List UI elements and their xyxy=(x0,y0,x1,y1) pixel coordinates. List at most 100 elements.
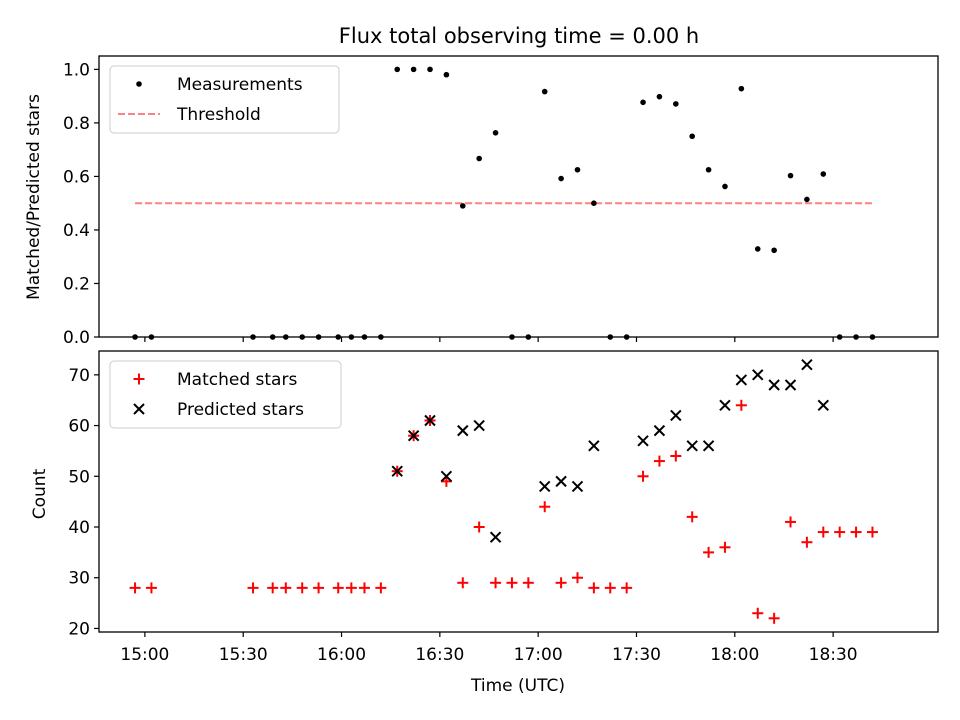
measurement-point xyxy=(335,334,342,340)
predicted-star-point xyxy=(719,399,731,411)
bottom-x-tick-label: 17:30 xyxy=(612,645,661,665)
bottom-x-tick-label: 18:30 xyxy=(809,645,858,665)
predicted-star-point xyxy=(457,424,469,437)
matched-star-point xyxy=(490,577,502,589)
matched-star-point xyxy=(247,582,259,594)
matched-star-point xyxy=(345,582,357,594)
bottom-x-tick-label: 16:30 xyxy=(415,645,464,665)
matched-star-point xyxy=(473,521,485,533)
matched-stars-series xyxy=(129,399,878,624)
bottom-legend: Matched stars Predicted stars xyxy=(109,360,342,429)
bottom-x-tick-label: 18:00 xyxy=(710,645,759,665)
matched-star-point xyxy=(375,582,387,594)
top-y-tick-label: 1.0 xyxy=(63,60,90,80)
predicted-star-point xyxy=(407,429,420,442)
predicted-star-point xyxy=(653,424,666,437)
measurement-point xyxy=(476,155,482,162)
measurement-point xyxy=(361,334,368,340)
predicted-stars-series xyxy=(391,358,830,543)
matched-star-point xyxy=(280,582,292,594)
matched-star-point xyxy=(850,526,862,538)
matched-star-point xyxy=(686,511,698,523)
measurement-point xyxy=(738,85,745,92)
bottom-panel: 20 30 40 50 60 70 15:00 15:30 16:00 16:30 17:00 17… xyxy=(30,350,939,696)
bottom-x-ticks: 15:00 15:30 16:00 16:30 17:00 17:30 18:00 18:30 xyxy=(120,632,858,665)
top-y-axis-label: Matched/Predicted stars xyxy=(24,94,44,300)
bottom-plot-frame xyxy=(98,350,939,633)
bottom-y-axis-label: Count xyxy=(30,468,50,519)
measurement-point xyxy=(689,133,695,140)
bottom-x-tick-label: 16:00 xyxy=(317,645,366,665)
predicted-star-point xyxy=(768,379,780,391)
matched-star-point xyxy=(571,572,583,584)
legend-predicted-marker xyxy=(133,403,145,415)
measurement-point xyxy=(591,200,597,206)
measurement-point xyxy=(804,196,810,203)
top-y-tick-label: 0.0 xyxy=(63,328,90,348)
top-legend-box xyxy=(109,65,340,134)
matched-star-point xyxy=(588,582,600,594)
predicted-star-point xyxy=(555,475,567,488)
bottom-x-tick-label: 17:00 xyxy=(514,645,563,665)
predicted-star-point xyxy=(637,435,649,447)
top-x-ticks xyxy=(144,337,834,342)
matched-star-point xyxy=(621,582,633,594)
matched-star-point xyxy=(768,612,780,624)
matched-star-point xyxy=(539,501,551,513)
predicted-star-point xyxy=(539,480,551,493)
measurement-point xyxy=(623,334,630,340)
bottom-y-ticks: 20 30 40 50 60 70 xyxy=(68,366,99,639)
matched-star-point xyxy=(313,582,325,594)
measurement-point xyxy=(148,334,155,340)
matched-star-point xyxy=(358,582,370,594)
measurement-point xyxy=(558,175,564,182)
legend-measurements-marker xyxy=(136,81,142,87)
measurement-point xyxy=(656,93,663,100)
matched-star-point xyxy=(670,450,682,462)
bottom-y-tick-label: 40 xyxy=(68,518,90,538)
matched-star-point xyxy=(457,577,469,589)
matched-star-point xyxy=(785,516,797,528)
top-panel: 0.0 0.2 0.4 0.6 0.8 1.0 Matched/Predicted sta… xyxy=(24,55,939,348)
measurement-point xyxy=(574,166,581,173)
top-y-tick-label: 0.6 xyxy=(63,167,90,187)
measurement-point xyxy=(378,334,384,340)
measurement-point xyxy=(315,334,322,340)
measurement-point xyxy=(299,334,305,340)
bottom-y-tick-label: 60 xyxy=(68,417,90,437)
measurement-point xyxy=(754,246,761,252)
measurement-point xyxy=(443,71,450,78)
matched-star-point xyxy=(752,607,764,619)
matched-star-point xyxy=(637,470,649,482)
measurement-point xyxy=(492,130,499,136)
legend-threshold-label: Threshold xyxy=(176,105,261,125)
predicted-star-point xyxy=(686,440,698,452)
matched-star-point xyxy=(719,541,731,553)
bottom-y-tick-label: 30 xyxy=(68,569,90,589)
matched-star-point xyxy=(332,582,344,594)
matched-star-point xyxy=(522,577,534,589)
predicted-star-point xyxy=(391,465,403,477)
measurement-point xyxy=(541,88,548,95)
bottom-x-axis-label: Time (UTC) xyxy=(470,676,565,696)
matched-star-point xyxy=(267,582,279,594)
measurement-point xyxy=(836,334,843,340)
bottom-y-tick-label: 20 xyxy=(68,619,90,639)
predicted-star-point xyxy=(735,374,748,386)
matched-star-point xyxy=(506,577,518,589)
measurement-point xyxy=(853,334,859,340)
matched-star-point xyxy=(296,582,308,594)
matched-star-point xyxy=(801,536,813,548)
top-y-tick-label: 0.8 xyxy=(63,114,90,134)
legend-matched-label: Matched stars xyxy=(177,370,297,390)
measurement-point xyxy=(250,334,256,340)
predicted-star-point xyxy=(817,399,830,411)
predicted-star-point xyxy=(752,369,764,381)
measurement-point xyxy=(132,334,138,340)
predicted-star-point xyxy=(801,358,813,371)
measurement-point xyxy=(283,334,289,340)
bottom-y-tick-label: 70 xyxy=(68,366,90,386)
matched-star-point xyxy=(735,399,747,411)
top-y-tick-label: 0.4 xyxy=(63,221,90,241)
